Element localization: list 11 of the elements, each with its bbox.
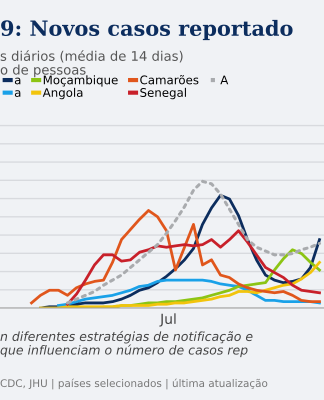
legend-label: Senegal [140,88,186,100]
legend-label: Camarões [140,75,198,84]
legend-label: a [14,90,20,97]
chart-title: 9: Novos casos reportado [1,20,293,40]
legend-label: A [220,76,228,84]
text: n diferentes estratégias de notificação e que influenciam o número de casos rep [0,330,253,358]
legend-label: Moçambique [44,75,118,87]
text: Jul [159,313,176,327]
legend-label: Angola [42,88,82,100]
text: CDC, JHU | países selecionados | última atualização [0,378,268,390]
legend-label: a [14,78,20,84]
